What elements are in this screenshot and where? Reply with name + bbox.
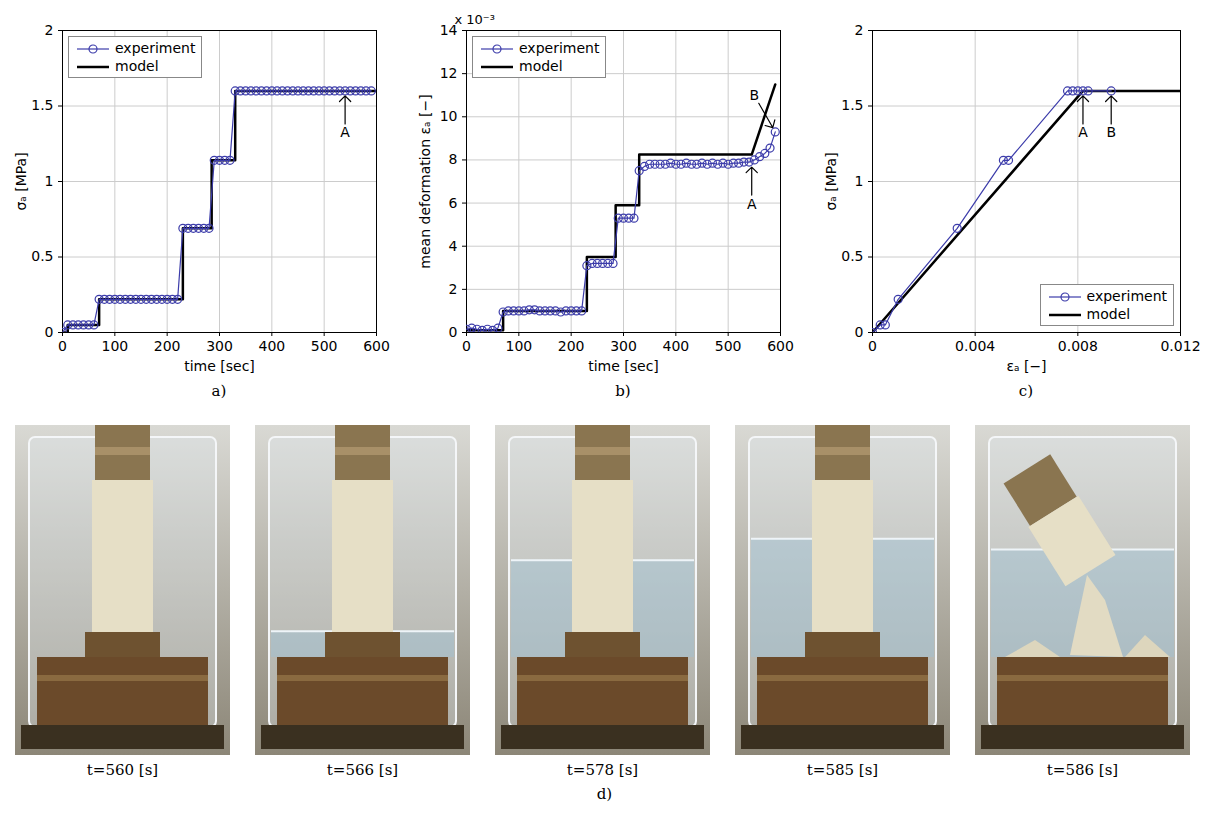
svg-text:1.5: 1.5: [841, 97, 863, 113]
svg-text:A: A: [747, 196, 757, 212]
svg-text:0: 0: [449, 324, 458, 340]
svg-text:x 10⁻³: x 10⁻³: [455, 12, 495, 27]
svg-text:100: 100: [505, 338, 532, 354]
svg-text:0.5: 0.5: [841, 248, 863, 264]
svg-text:εₐ [−]: εₐ [−]: [1006, 358, 1046, 374]
html-text:b): b): [615, 382, 631, 400]
html-text:t=585 [s]: t=585 [s]: [806, 761, 879, 779]
html-text:model: model: [115, 58, 159, 74]
svg-text:500: 500: [311, 338, 338, 354]
svg-text:300: 300: [206, 338, 233, 354]
svg-text:1.5: 1.5: [31, 97, 53, 113]
svg-text:400: 400: [258, 338, 285, 354]
svg-text:time [sec]: time [sec]: [184, 358, 255, 374]
svg-text:4: 4: [449, 238, 458, 254]
svg-text:0: 0: [462, 338, 471, 354]
svg-text:0.004: 0.004: [955, 338, 995, 354]
html-text:t=578 [s]: t=578 [s]: [566, 761, 639, 779]
html-text:c): c): [1018, 382, 1034, 400]
svg-text:A: A: [340, 124, 350, 140]
svg-text:600: 600: [363, 338, 390, 354]
svg-text:200: 200: [154, 338, 181, 354]
html-text:a): a): [211, 382, 227, 400]
svg-text:8: 8: [449, 151, 458, 167]
svg-text:σₐ [MPa]: σₐ [MPa]: [13, 152, 29, 210]
html-text:experiment: experiment: [115, 40, 196, 56]
svg-text:100: 100: [101, 338, 128, 354]
svg-text:0.012: 0.012: [1160, 338, 1200, 354]
html-text:model: model: [519, 58, 563, 74]
svg-text:1: 1: [45, 173, 54, 189]
svg-text:12: 12: [440, 65, 458, 81]
svg-text:600: 600: [767, 338, 794, 354]
svg-text:500: 500: [715, 338, 742, 354]
svg-text:A: A: [1078, 124, 1088, 140]
svg-text:σₐ [MPa]: σₐ [MPa]: [823, 152, 839, 210]
svg-text:0: 0: [58, 338, 67, 354]
svg-text:B: B: [1106, 124, 1116, 140]
html-text:t=586 [s]: t=586 [s]: [1046, 761, 1119, 779]
svg-text:1: 1: [855, 173, 864, 189]
html-text:model: model: [1086, 306, 1131, 322]
svg-text:0: 0: [45, 324, 54, 340]
svg-text:0: 0: [855, 324, 864, 340]
svg-text:time [sec]: time [sec]: [588, 358, 659, 374]
svg-text:14: 14: [439, 22, 458, 38]
svg-text:2: 2: [45, 22, 54, 38]
html-text:t=560 [s]: t=560 [s]: [86, 761, 159, 779]
svg-text:2: 2: [855, 22, 864, 38]
svg-text:300: 300: [610, 338, 637, 354]
svg-text:400: 400: [662, 338, 689, 354]
svg-text:0.008: 0.008: [1058, 338, 1098, 354]
svg-text:0: 0: [868, 338, 877, 354]
svg-text:10: 10: [440, 108, 458, 124]
svg-text:B: B: [749, 87, 759, 103]
svg-text:2: 2: [449, 281, 458, 297]
svg-text:200: 200: [558, 338, 585, 354]
svg-text:mean deformation εₐ [−]: mean deformation εₐ [−]: [417, 94, 433, 268]
html-text:experiment: experiment: [519, 40, 600, 56]
html-text:t=566 [s]: t=566 [s]: [326, 761, 399, 779]
html-text:experiment: experiment: [1086, 288, 1167, 304]
svg-text:6: 6: [449, 195, 458, 211]
svg-text:0.5: 0.5: [31, 248, 53, 264]
html-text:d): d): [596, 785, 613, 803]
